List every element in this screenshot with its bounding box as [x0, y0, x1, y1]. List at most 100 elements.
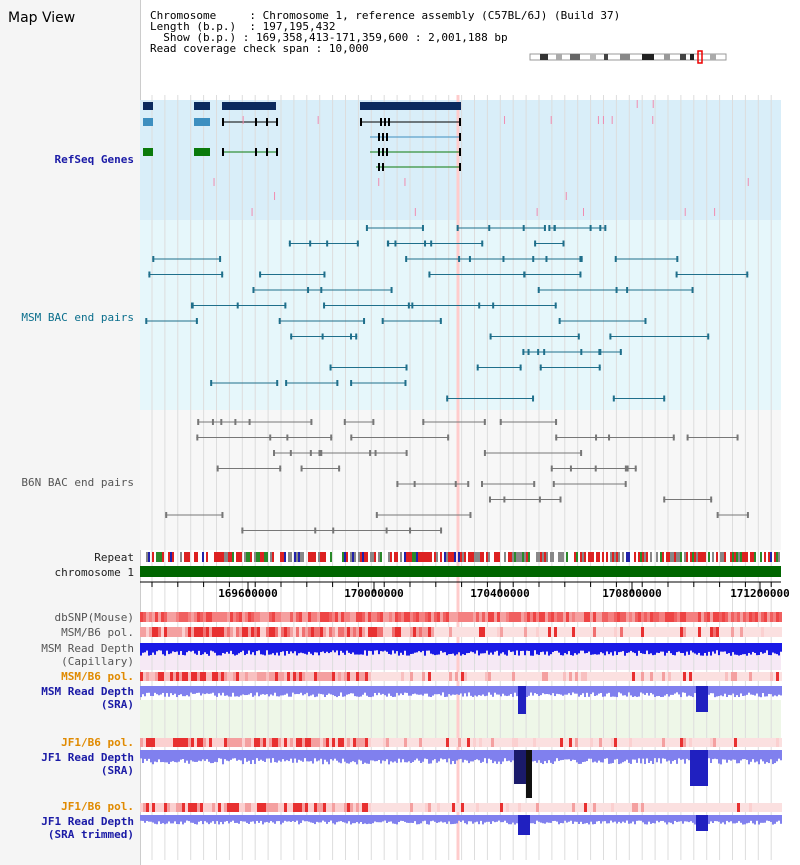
snp-density-cell [563, 803, 566, 812]
snp-density-cell [563, 612, 566, 622]
read-depth-bar [398, 643, 400, 656]
snp-density-cell [356, 612, 359, 622]
read-depth-bar [630, 686, 632, 696]
read-depth-bar [652, 643, 654, 656]
read-depth-bar [548, 815, 550, 823]
snp-density-cell [179, 672, 182, 681]
read-depth-bar [768, 643, 770, 656]
read-depth-bar [450, 686, 452, 696]
repeat-mark [468, 552, 470, 562]
track-label-msm-b6-pol-sra[interactable]: MSM/B6 pol. [61, 670, 134, 683]
track-label-dbsnp[interactable]: dbSNP(Mouse) [54, 611, 134, 624]
read-depth-bar [608, 815, 610, 824]
read-depth-bar [718, 815, 720, 822]
read-depth-bar [378, 750, 380, 760]
track-label-jf1-depth-sra[interactable]: JF1 Read Depth [41, 751, 134, 764]
snp-density-cell [236, 672, 239, 681]
read-depth-bar [486, 750, 488, 764]
snp-density-cell [671, 612, 674, 622]
snp-density-cell [449, 627, 452, 637]
snp-density-cell [446, 803, 449, 812]
snp-density-cell [584, 803, 587, 812]
read-depth-bar [590, 686, 592, 695]
read-depth-bar [650, 643, 652, 654]
read-depth-bar [192, 686, 194, 694]
read-depth-bar [250, 815, 252, 822]
read-depth-bar [586, 750, 588, 762]
track-label-jf1-depth-trimmed[interactable]: JF1 Read Depth [41, 815, 134, 828]
snp-density-cell [443, 803, 446, 812]
snp-density-cell [323, 672, 326, 681]
read-depth-bar [488, 815, 490, 822]
repeat-mark [552, 552, 554, 562]
track-label-chromosome[interactable]: chromosome 1 [54, 566, 134, 579]
read-depth-bar [190, 686, 192, 693]
read-depth-bar [610, 643, 612, 653]
read-depth-bar [660, 686, 662, 697]
track-label-msm-b6-pol[interactable]: MSM/B6 pol. [61, 626, 134, 639]
track-label-msm-depth-sra[interactable]: MSM Read Depth [41, 685, 134, 698]
repeat-mark [400, 552, 402, 562]
snp-density-cell [590, 627, 593, 637]
read-depth-bar [694, 815, 696, 825]
read-depth-bar [594, 686, 596, 696]
gene-exon [255, 148, 257, 156]
snp-density-cell [335, 803, 338, 812]
track-label-jf1-b6-pol-trimmed[interactable]: JF1/B6 pol. [61, 800, 134, 813]
track-label-refseq[interactable]: RefSeq Genes [54, 153, 134, 166]
read-depth-bar [254, 643, 256, 656]
snp-density-cell [383, 803, 386, 812]
snp-density-cell [398, 612, 401, 622]
read-depth-bar [558, 643, 560, 653]
snp-density-cell [530, 738, 533, 747]
snp-density-cell [536, 738, 539, 747]
read-depth-bar [682, 815, 684, 824]
read-depth-bar [144, 643, 146, 653]
snp-density-cell [629, 627, 632, 637]
read-depth-bar [500, 643, 502, 654]
read-depth-bar [546, 815, 548, 823]
read-depth-bar [712, 643, 714, 652]
repeat-mark [448, 552, 450, 562]
read-depth-bar [156, 643, 158, 652]
snp-density-cell [740, 738, 743, 747]
track-label-jf1-b6-pol[interactable]: JF1/B6 pol. [61, 736, 134, 749]
snp-density-cell [554, 627, 557, 637]
bac-end-mark [309, 240, 312, 247]
bac-end-mark [439, 318, 442, 324]
read-depth-bar [528, 643, 530, 651]
repeat-mark [524, 552, 526, 562]
snp-density-cell [242, 738, 245, 747]
track-label-msm-depth-capillary[interactable]: MSM Read Depth [41, 642, 134, 655]
snp-density-cell [266, 738, 269, 747]
read-depth-bar [604, 750, 606, 759]
snp-density-cell [635, 612, 638, 622]
repeat-mark [184, 552, 186, 562]
read-depth-bar [488, 686, 490, 693]
track-label-repeat[interactable]: Repeat [94, 551, 134, 564]
snp-density-cell [371, 738, 374, 747]
read-depth-bar [360, 686, 362, 697]
read-depth-bar [614, 686, 616, 697]
snp-density-cell [524, 672, 527, 681]
snp-density-cell [542, 803, 545, 812]
track-label-b6n-bac[interactable]: B6N BAC end pairs [21, 476, 134, 489]
track-label-msm-bac[interactable]: MSM BAC end pairs [21, 311, 134, 324]
bac-end-mark [276, 380, 279, 386]
repeat-mark [730, 552, 732, 562]
read-depth-bar [344, 750, 346, 762]
bac-end-mark [532, 256, 535, 262]
read-depth-bar [544, 750, 546, 762]
snp-density-cell [623, 612, 626, 622]
snp-density-cell [512, 627, 515, 637]
read-depth-bar [312, 750, 314, 764]
read-depth-bar [348, 750, 350, 764]
gene-exon [143, 102, 153, 110]
snp-density-cell [701, 612, 704, 622]
read-depth-bar [460, 643, 462, 656]
read-depth-bar [774, 686, 776, 696]
read-depth-bar [436, 643, 438, 655]
read-depth-bar [498, 686, 500, 695]
read-depth-bar [616, 750, 618, 759]
